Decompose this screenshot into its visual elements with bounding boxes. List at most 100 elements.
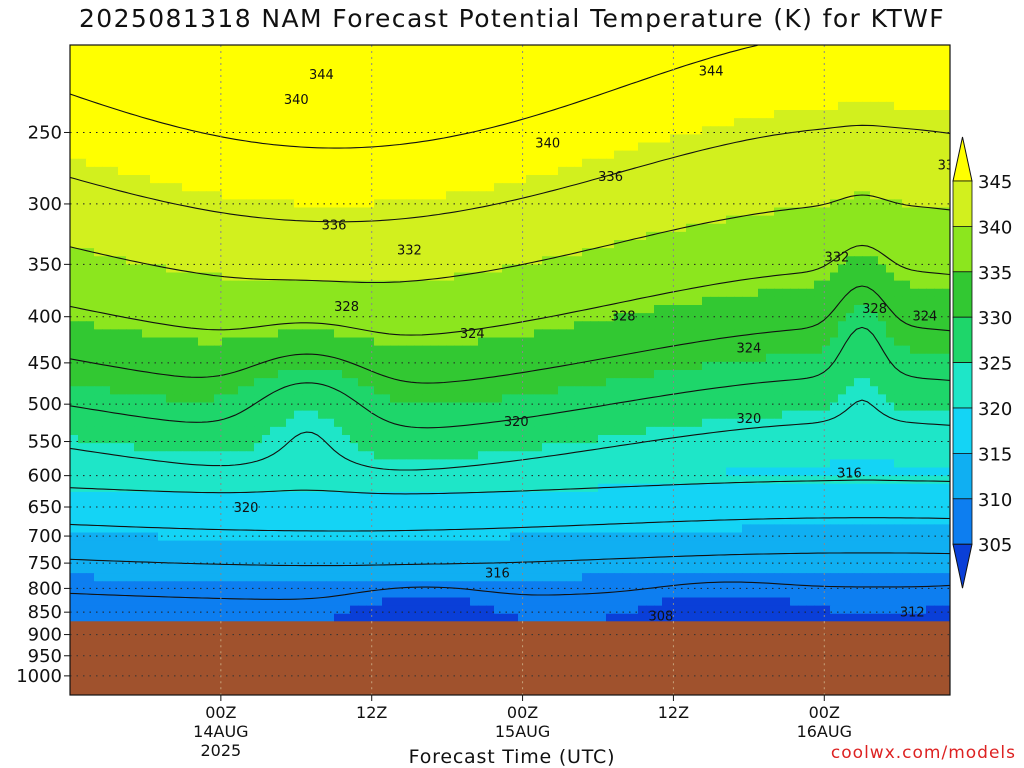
field-cell [438,166,447,176]
field-cell [278,93,287,103]
field-cell [134,53,143,62]
field-cell [110,215,119,225]
field-cell [902,77,911,87]
field-cell [646,85,655,95]
field-cell [214,321,223,330]
field-cell [358,321,367,330]
field-cell [918,45,927,54]
field-cell [646,199,655,209]
field-cell [534,337,543,347]
field-cell [806,231,815,241]
field-cell [934,337,943,347]
field-cell [566,386,575,395]
field-cell [390,118,399,127]
field-cell [254,410,263,420]
field-cell [134,231,143,241]
field-cell [558,207,567,217]
field-cell [830,337,839,347]
field-cell [454,191,463,200]
field-cell [830,85,839,95]
field-cell [142,288,151,298]
field-cell [462,231,471,241]
field-cell [190,85,199,95]
field-cell [774,264,783,274]
field-cell [566,288,575,298]
field-cell [662,305,671,314]
field-cell [406,166,415,176]
field-cell [550,53,559,62]
field-cell [910,85,919,95]
field-cell [926,77,935,87]
field-cell [222,386,231,395]
field-cell [558,61,567,70]
field-cell [398,207,407,217]
field-cell [102,223,111,233]
field-cell [198,85,207,95]
field-cell [766,77,775,87]
field-cell [686,256,695,265]
field-cell [518,296,527,306]
field-cell [182,248,191,257]
field-cell [822,110,831,119]
field-cell [214,166,223,176]
field-cell [502,329,511,339]
field-cell [942,207,950,217]
field-cell [78,223,87,233]
field-cell [350,370,359,379]
field-cell [110,207,119,217]
field-cell [198,394,207,404]
field-cell [846,207,855,217]
field-cell [654,77,663,87]
field-cell [654,166,663,176]
field-cell [862,305,871,314]
field-cell [550,313,559,322]
field-cell [126,370,135,379]
field-cell [294,207,303,217]
field-cell [102,337,111,347]
field-cell [382,118,391,127]
field-cell [78,345,87,355]
field-cell [342,93,351,103]
field-cell [470,175,479,184]
field-cell [134,256,143,265]
field-cell [670,288,679,298]
field-cell [686,296,695,306]
field-cell [558,85,567,95]
field-cell [606,77,615,87]
field-cell [750,166,759,176]
field-cell [582,402,591,412]
field-cell [558,134,567,144]
field-cell [702,207,711,217]
field-cell [342,150,351,160]
field-cell [398,370,407,379]
field-cell [102,402,111,412]
field-cell [470,321,479,330]
field-cell [702,321,711,330]
field-cell [718,199,727,209]
field-cell [854,61,863,70]
field-cell [254,85,263,95]
field-cell [534,361,543,371]
field-cell [670,77,679,87]
field-cell [150,321,159,330]
field-cell [814,248,823,257]
field-cell [846,240,855,249]
field-cell [774,93,783,103]
field-cell [870,240,879,249]
field-cell [702,199,711,209]
field-cell [302,361,311,371]
field-cell [438,207,447,217]
field-cell [262,45,271,54]
field-cell [278,296,287,306]
field-cell [86,313,95,322]
field-cell [502,207,511,217]
field-cell [710,272,719,282]
field-cell [646,53,655,62]
field-cell [758,394,767,404]
field-cell [158,207,167,217]
field-cell [830,69,839,79]
field-cell [734,240,743,249]
field-cell [894,126,903,135]
field-cell [86,337,95,347]
field-cell [774,248,783,257]
